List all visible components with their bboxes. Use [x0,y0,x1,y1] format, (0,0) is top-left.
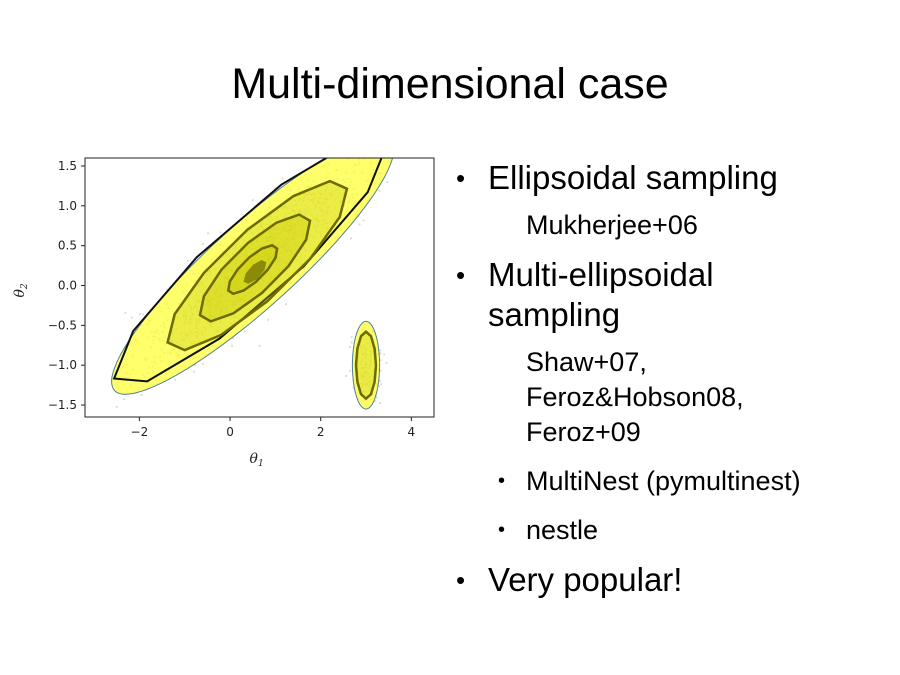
sample-point [124,311,127,314]
x-tick-label: −2 [131,425,149,439]
sample-point [96,422,98,424]
sample-point [379,401,382,405]
sample-point [341,152,343,154]
sample-point [375,396,378,399]
sample-point [391,156,393,158]
sample-point [186,259,189,262]
sample-point [251,199,254,202]
bullet-list: • Ellipsoidal sampling Mukherjee+06 • Multi-… [456,158,896,600]
y-axis-label: θ2 [12,283,30,297]
sample-point [219,231,222,234]
bullet-dot-icon: • [456,260,466,290]
x-tick-label: 0 [226,425,234,439]
hull-outline [112,158,383,383]
sample-point [230,344,234,347]
bullet-dot-icon: • [498,519,506,541]
bullet-item: • Ellipsoidal sampling [456,159,778,196]
sample-point [345,374,348,378]
bullet-item: • Multi-ellipsoidal sampling [456,256,714,333]
sample-point [385,361,388,364]
sample-point [350,341,353,344]
sample-point [243,330,246,333]
sample-point [192,370,196,373]
sample-point [361,156,363,158]
sample-point [327,155,329,157]
sample-point [348,345,352,348]
sample-point [379,369,382,372]
sample-point [358,223,361,226]
bullet-item: • nestle [456,513,896,548]
sample-point [376,156,378,158]
x-tick-label: 2 [317,425,325,439]
sample-point [379,352,382,355]
reference-note: Shaw+07, Feroz&Hobson08, Feroz+09 [526,347,744,447]
sample-point [281,177,284,180]
bullet-item: • MultiNest (pymultinest) [456,464,896,499]
sample-point [343,148,345,150]
bullet-dot-icon: • [498,470,506,492]
axes-frame [84,157,435,418]
y-tick-label: 1.0 [58,199,77,213]
reference-note: Mukherjee+06 [526,210,698,240]
sample-point [386,181,389,184]
sample-point [173,378,177,381]
sample-point [374,400,377,403]
sample-point [138,313,141,316]
sample-point [370,149,372,151]
y-tick-label: 1.5 [58,159,77,173]
bullet-item: • Very popular! [456,561,683,598]
sample-point [284,303,288,306]
sample-point [350,335,353,339]
sample-point [380,383,383,386]
x-axis-label: θ1 [250,451,264,469]
sample-point [232,337,235,340]
sample-point [378,189,381,192]
y-tick-label: −0.5 [48,318,77,332]
sample-point [378,379,382,382]
sample-point [348,369,352,372]
x-tick-label: 4 [408,425,416,439]
sample-point [130,316,133,319]
sample-point [379,359,382,362]
sample-point [123,398,126,401]
sample-point [115,405,118,408]
y-tick-label: 0.5 [58,239,77,253]
sample-point [379,349,382,352]
sample-point [201,363,204,366]
y-tick-label: −1.0 [48,358,77,372]
sample-point [364,148,366,150]
sample-point [362,219,365,222]
slide-title: Multi-dimensional case [231,60,669,108]
sample-point [258,344,261,347]
sample-point [267,318,270,321]
sample-point [383,353,386,356]
y-tick-label: 0.0 [58,279,77,293]
y-tick-label: −1.5 [48,398,77,412]
bullet-dot-icon: • [456,565,466,595]
sample-point [140,393,143,396]
density-contour [354,330,378,401]
density-peak [243,260,267,284]
sample-point [378,155,380,157]
sample-point [201,242,204,246]
posterior-scatter-plot: −2 0 2 4 1.5 1.0 0.5 0.0 −0.5 −1.0 −1.5 θ1 θ2 [12,148,435,469]
sample-point [142,313,145,316]
bullet-dot-icon: • [456,163,466,193]
sample-point [119,452,121,454]
sample-point [207,232,210,235]
sample-point [350,237,353,240]
